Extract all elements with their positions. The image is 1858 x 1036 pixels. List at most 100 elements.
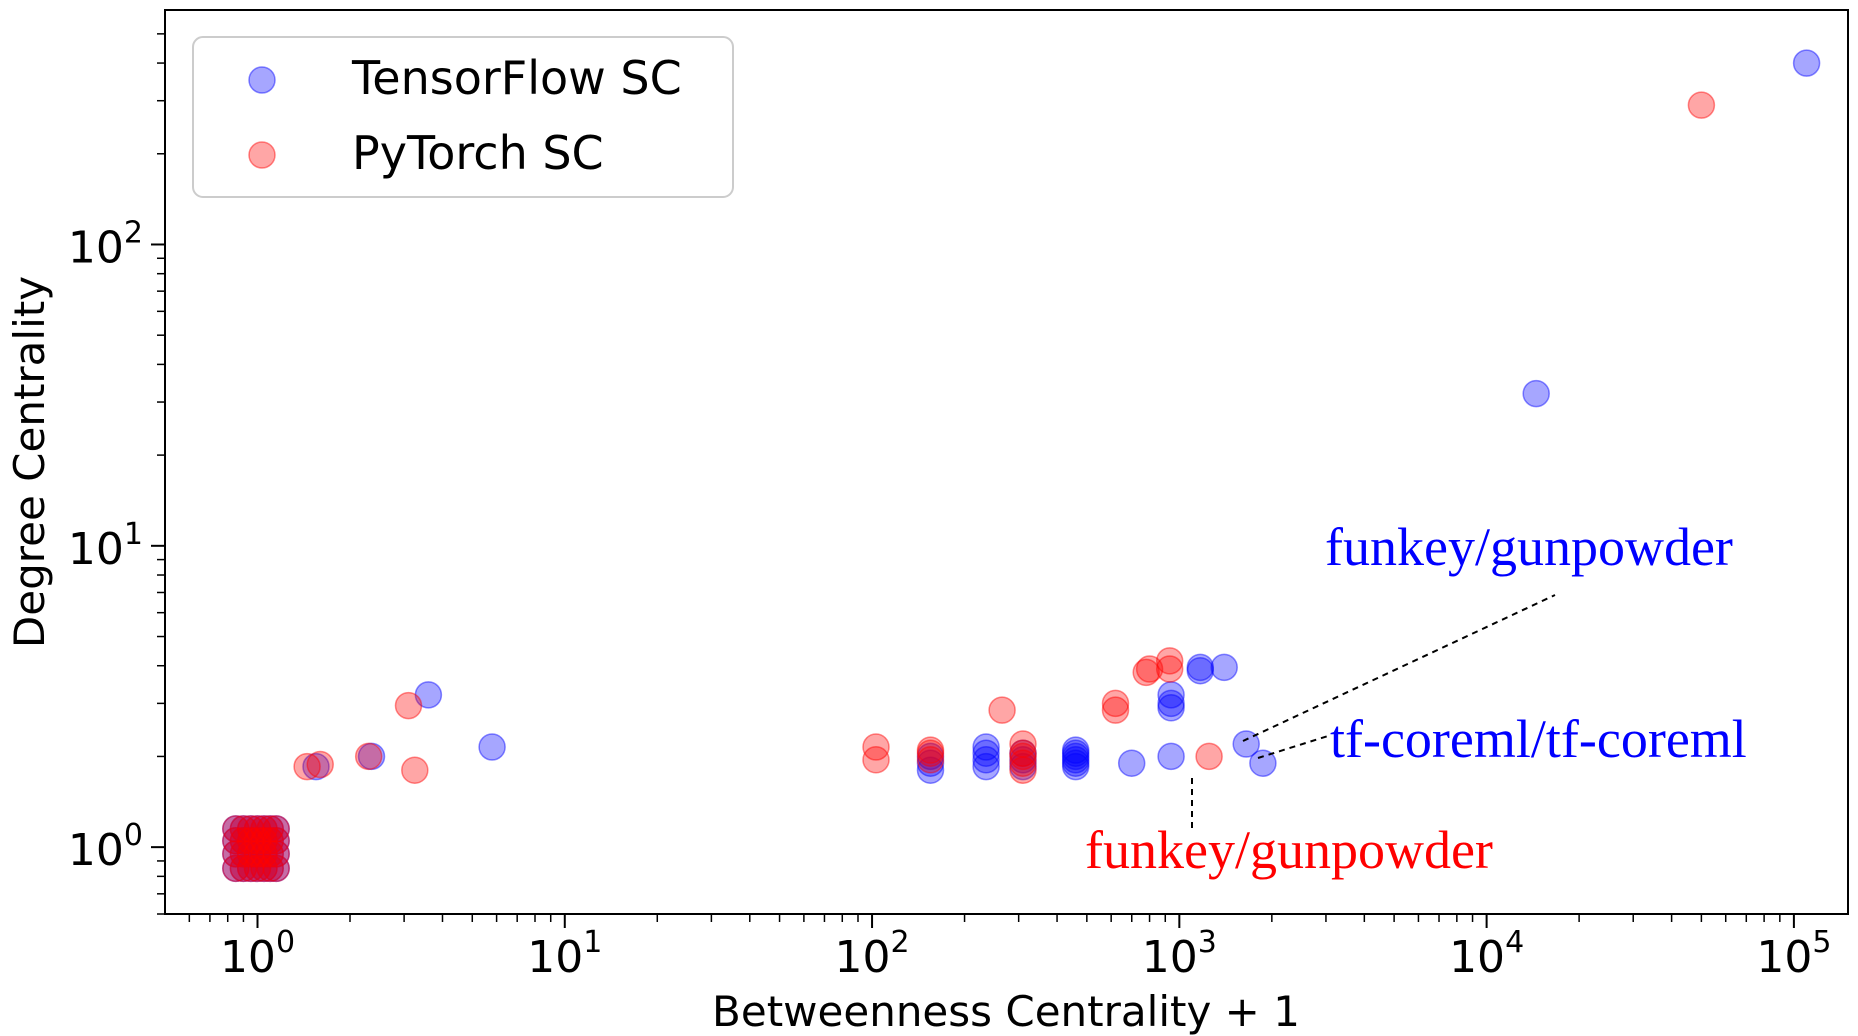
data-point [262, 827, 290, 855]
data-point [1061, 736, 1090, 764]
x-axis-label: Betweenness Centrality + 1 [712, 987, 1300, 1036]
data-point [256, 827, 284, 855]
data-point [229, 827, 258, 855]
data-point [1061, 749, 1090, 777]
annotation-leader-tf-gunpowder [1242, 594, 1556, 742]
legend-box [192, 36, 734, 198]
data-point [293, 752, 321, 781]
data-point [243, 854, 272, 883]
data-point [1101, 696, 1130, 724]
data-point [1157, 742, 1185, 771]
data-point [236, 827, 265, 855]
data-point [1155, 655, 1184, 683]
data-point [1061, 746, 1090, 774]
data-point [1186, 653, 1215, 682]
data-point [916, 739, 945, 767]
data-point [222, 827, 250, 855]
data-point [1009, 746, 1037, 774]
data-point [972, 752, 1000, 781]
legend-label-pytorch: PyTorch SC [352, 126, 604, 180]
data-point [1132, 658, 1160, 687]
data-point [222, 840, 250, 868]
legend-marker-pytorch [248, 141, 276, 169]
data-point [262, 815, 290, 843]
data-point [1009, 756, 1037, 784]
data-point [916, 736, 945, 764]
data-point [306, 750, 334, 779]
data-point [250, 854, 278, 883]
data-point [243, 827, 272, 855]
data-point [401, 756, 429, 784]
data-point [1009, 742, 1037, 771]
data-point [1792, 49, 1821, 77]
data-point [256, 840, 284, 868]
data-point [236, 815, 265, 843]
x-tick-label: 100 [220, 925, 295, 983]
data-point [1186, 656, 1215, 685]
data-point [1061, 739, 1090, 767]
data-point [1009, 739, 1037, 767]
data-point [250, 815, 278, 843]
annotation-tf-gunpowder: funkey/gunpowder [1325, 517, 1733, 577]
data-point [1687, 91, 1716, 119]
data-point [1117, 749, 1146, 777]
data-point [250, 854, 278, 883]
data-point [262, 854, 290, 883]
data-point [229, 840, 258, 868]
data-point [916, 756, 945, 784]
data-point [1232, 730, 1260, 758]
data-point [1009, 739, 1037, 767]
data-point [262, 815, 290, 843]
data-point [229, 815, 258, 843]
data-point [1009, 749, 1037, 777]
data-point [222, 854, 250, 883]
data-point [229, 815, 258, 843]
ticks-layer: 100 101 102 103 104 105 100 101 102 [68, 33, 1831, 983]
axes-frame [164, 9, 1849, 915]
points-layer [222, 49, 1821, 883]
data-point [236, 854, 265, 883]
data-point [243, 815, 272, 843]
data-point [236, 827, 265, 855]
data-point [478, 733, 506, 761]
data-point [250, 815, 278, 843]
data-point [222, 840, 250, 868]
data-point [229, 840, 258, 868]
data-point [916, 742, 945, 771]
data-point [262, 827, 290, 855]
annotation-leader-tf-coreml [1257, 735, 1329, 759]
data-point [1157, 681, 1185, 709]
data-point [1157, 694, 1185, 722]
data-point [1195, 742, 1223, 771]
data-point [222, 827, 250, 855]
series-1 [222, 91, 1716, 883]
annotation-pt-gunpowder: funkey/gunpowder [1085, 820, 1493, 880]
data-point [354, 742, 383, 771]
data-point [357, 742, 386, 771]
x-tick-label: 103 [1142, 925, 1217, 983]
data-point [262, 840, 290, 868]
legend-marker-tensorflow [248, 66, 276, 94]
data-point [862, 733, 890, 761]
data-point [229, 854, 258, 883]
data-point [1009, 730, 1037, 758]
annotations: funkey/gunpowder tf-coreml/tf-coreml fun… [1085, 517, 1747, 880]
data-point [229, 854, 258, 883]
legend: TensorFlow SC PyTorch SC [192, 36, 734, 198]
data-point [256, 840, 284, 868]
data-point [243, 815, 272, 843]
data-point [250, 840, 278, 868]
data-point [236, 815, 265, 843]
x-tick-label: 102 [835, 925, 910, 983]
legend-label-tensorflow: TensorFlow SC [351, 51, 682, 105]
data-point [988, 696, 1016, 724]
data-point [972, 733, 1000, 761]
y-tick-label: 101 [68, 517, 143, 575]
data-point [243, 854, 272, 883]
annotation-tf-coreml: tf-coreml/tf-coreml [1330, 709, 1747, 769]
data-point [250, 827, 278, 855]
data-point [302, 752, 330, 781]
data-point [262, 854, 290, 883]
data-point [243, 840, 272, 868]
